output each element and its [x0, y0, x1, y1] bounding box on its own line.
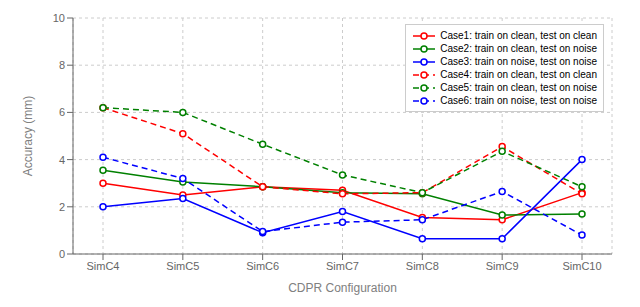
svg-text:8: 8	[59, 59, 65, 71]
svg-text:SimC6: SimC6	[246, 260, 279, 272]
svg-text:0: 0	[59, 248, 65, 260]
svg-text:SimC4: SimC4	[86, 260, 119, 272]
svg-text:6: 6	[59, 106, 65, 118]
html-text:Case2: train on clean, test on: Case2: train on clean, test on noise	[440, 43, 597, 54]
svg-text:CDPR Configuration: CDPR Configuration	[288, 281, 397, 295]
svg-text:SimC9: SimC9	[486, 260, 519, 272]
html-text:Case4: train on clean, test on: Case4: train on clean, test on clean	[440, 69, 597, 80]
svg-text:SimC8: SimC8	[406, 260, 439, 272]
html-text:Case6: train on noise, test on: Case6: train on noise, test on noise	[440, 95, 597, 106]
svg-text:10: 10	[53, 12, 65, 24]
html-text:Case3: train on noise, test on: Case3: train on noise, test on noise	[440, 56, 597, 67]
svg-text:4: 4	[59, 154, 65, 166]
svg-text:2: 2	[59, 201, 65, 213]
html-text:Case1: train on clean, test on: Case1: train on clean, test on clean	[440, 30, 597, 41]
svg-text:Accuracy (mm): Accuracy (mm)	[21, 96, 35, 177]
html-text:Case5: train on clean, test on: Case5: train on clean, test on noise	[440, 82, 597, 93]
svg-text:SimC10: SimC10	[562, 260, 601, 272]
svg-text:SimC5: SimC5	[166, 260, 199, 272]
svg-text:SimC7: SimC7	[326, 260, 359, 272]
